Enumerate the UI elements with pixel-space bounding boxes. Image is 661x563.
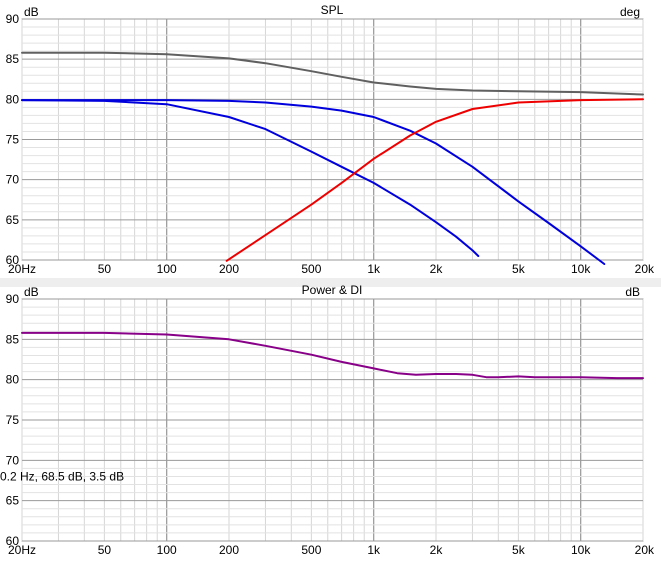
power-di-y-tick-label: 75	[6, 413, 20, 427]
spl-x-tick-label: 50	[98, 262, 112, 276]
spl-x-tick-label: 5k	[512, 262, 526, 276]
spl-series-group	[21, 51, 644, 265]
spl-chart-title: SPL	[321, 3, 344, 17]
panel-separator	[0, 278, 661, 287]
power-di-grid	[21, 298, 644, 542]
spl-x-tick-label: 20Hz	[8, 262, 36, 276]
spl-y-tick-label: 80	[6, 92, 20, 106]
power-di-x-tick-label: 50	[98, 543, 112, 557]
spl-x-tick-label: 20k	[635, 262, 655, 276]
spl-series-line-4	[225, 98, 644, 262]
power-di-right-axis-label: dB	[625, 285, 640, 299]
power-di-x-tick-label: 1k	[367, 543, 381, 557]
power-di-y-tick-label: 70	[6, 453, 20, 467]
spl-x-tick-label: 10k	[571, 262, 591, 276]
spl-series-line-3	[21, 99, 480, 257]
power-di-series-group	[21, 331, 644, 380]
power-di-x-tick-label: 200	[219, 543, 239, 557]
power-di-y-tick-label: 80	[6, 373, 20, 387]
power-di-y-tick-label: 85	[6, 332, 20, 346]
spl-y-tick-label: 60	[6, 253, 20, 267]
spl-y-tick-label: 70	[6, 173, 20, 187]
spl-y-tick-label: 65	[6, 213, 20, 227]
power-di-x-tick-label: 20Hz	[8, 543, 36, 557]
cursor-readout: 0.2 Hz, 68.5 dB, 3.5 dB	[0, 470, 124, 484]
power-di-x-tick-label: 20k	[635, 543, 655, 557]
spl-series-line-1	[21, 51, 644, 96]
spl-panel: 20Hz 50 100 200 500 1k 2k 5k 10k 20k 60 65 70 75 80 85 9…	[6, 3, 655, 276]
power-di-x-tick-label: 2k	[430, 543, 444, 557]
power-di-y-tick-label: 60	[6, 534, 20, 548]
power-di-x-tick-label: 5k	[512, 543, 526, 557]
spl-y-tick-label: 75	[6, 133, 20, 147]
power-di-y-tick-label: 65	[6, 494, 20, 508]
spl-x-tick-label: 1k	[367, 262, 381, 276]
spl-y-tick-label: 85	[6, 52, 20, 66]
power-di-y-axis-label: dB	[24, 285, 39, 299]
power-di-x-tick-label: 100	[157, 543, 177, 557]
spl-x-tick-label: 500	[301, 262, 321, 276]
power-di-panel: 20Hz 50 100 200 500 1k 2k 5k 10k 20k 60 65 70 75 80 85 9…	[0, 283, 655, 557]
power-di-y-tick-label: 90	[6, 292, 20, 306]
power-di-x-tick-label: 10k	[571, 543, 591, 557]
spl-series-line-2	[21, 99, 606, 265]
spl-tick-labels: 20Hz 50 100 200 500 1k 2k 5k 10k 20k 60 65 70 75 80 85 9…	[6, 12, 655, 276]
spl-y-tick-label: 90	[6, 12, 20, 26]
spl-y-axis-label: dB	[24, 5, 39, 19]
power-di-tick-labels: 20Hz 50 100 200 500 1k 2k 5k 10k 20k 60 65 70 75 80 85 9…	[6, 292, 655, 557]
power-di-series-line-1	[21, 331, 644, 380]
spl-right-axis-label: deg	[620, 5, 640, 19]
spl-x-tick-label: 200	[219, 262, 239, 276]
spl-x-tick-label: 100	[157, 262, 177, 276]
power-di-x-tick-label: 500	[301, 543, 321, 557]
spl-x-tick-label: 2k	[430, 262, 444, 276]
power-di-chart-title: Power & DI	[302, 283, 363, 297]
spl-grid	[21, 18, 644, 261]
